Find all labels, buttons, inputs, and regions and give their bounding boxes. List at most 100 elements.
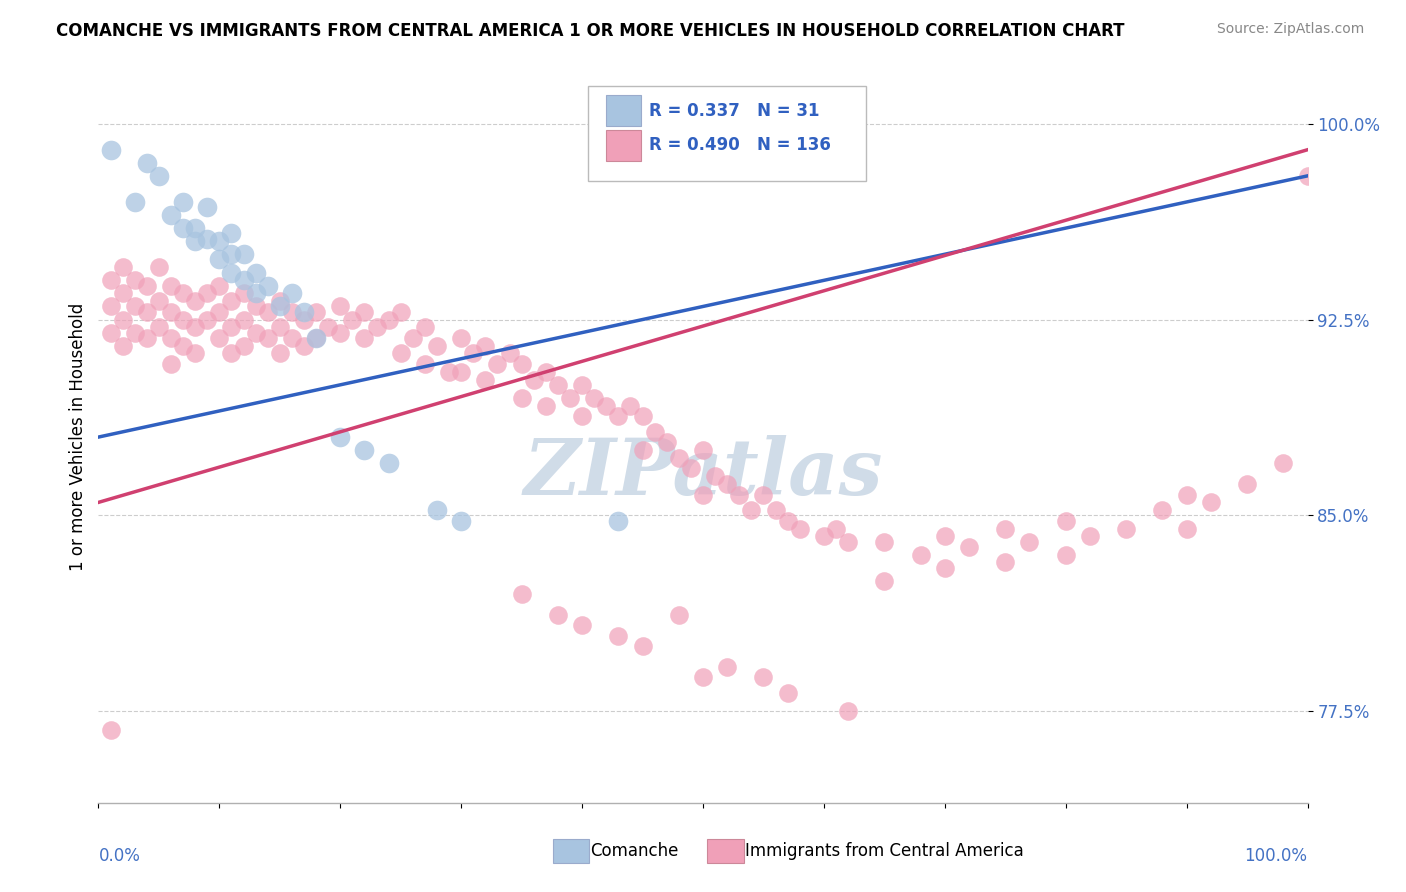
Text: Immigrants from Central America: Immigrants from Central America [745,842,1024,860]
Point [1236,477,1258,491]
Point [474,373,496,387]
Point [474,339,496,353]
Text: Source: ZipAtlas.com: Source: ZipAtlas.com [1216,22,1364,37]
Point [873,534,896,549]
Point [813,529,835,543]
Point [873,574,896,588]
Point [463,346,485,360]
Point [245,266,267,280]
Point [910,548,932,562]
Point [172,286,194,301]
Point [595,399,617,413]
Point [256,278,278,293]
Point [994,556,1017,570]
Point [994,522,1017,536]
Point [366,320,388,334]
Point [377,456,399,470]
Point [619,399,641,413]
Point [498,346,520,360]
Point [1152,503,1174,517]
Point [221,294,243,309]
Point [135,155,157,169]
Point [269,346,291,360]
Point [607,514,630,528]
Point [752,670,775,684]
Point [245,286,267,301]
Point [607,409,630,424]
Point [1018,534,1040,549]
Text: R = 0.490   N = 136: R = 0.490 N = 136 [648,136,831,154]
Point [208,252,231,267]
Point [450,365,472,379]
Point [292,304,315,318]
Point [329,326,352,340]
Point [534,399,557,413]
Point [100,300,122,314]
Point [353,304,375,318]
Text: R = 0.337   N = 31: R = 0.337 N = 31 [648,102,820,120]
Point [571,618,593,632]
Point [571,377,593,392]
Point [281,304,304,318]
Point [100,326,122,340]
Point [765,503,787,517]
Point [450,514,472,528]
Point [232,339,254,353]
Point [1296,169,1319,183]
Point [148,294,170,309]
Point [837,705,859,719]
Point [305,304,328,318]
Point [1078,529,1101,543]
Point [111,339,134,353]
Point [269,300,291,314]
Point [100,143,122,157]
Point [704,469,727,483]
Point [221,247,243,261]
Point [329,300,352,314]
Point [111,260,134,275]
Point [232,286,254,301]
Point [221,227,243,241]
Point [256,304,278,318]
Point [776,514,799,528]
Point [377,312,399,326]
Point [184,234,207,248]
Point [486,357,509,371]
Point [329,430,352,444]
Point [426,339,449,353]
Point [1175,487,1198,501]
Point [789,522,811,536]
Point [111,286,134,301]
Point [269,320,291,334]
Point [221,266,243,280]
Point [426,503,449,517]
Point [413,357,436,371]
Point [510,391,533,405]
Point [1199,495,1222,509]
Text: 100.0%: 100.0% [1244,847,1308,864]
Point [172,194,194,209]
Text: ZIPatlas: ZIPatlas [523,435,883,512]
Point [232,273,254,287]
Point [208,278,231,293]
Point [184,346,207,360]
Point [208,331,231,345]
Point [402,331,425,345]
Point [752,487,775,501]
Point [353,331,375,345]
Point [305,331,328,345]
Point [934,529,956,543]
Point [195,231,218,245]
Point [135,331,157,345]
Point [269,294,291,309]
Point [208,304,231,318]
Point [413,320,436,334]
Point [292,312,315,326]
Point [1054,514,1077,528]
Point [172,221,194,235]
Point [692,670,714,684]
Point [644,425,666,439]
Point [184,320,207,334]
Point [184,221,207,235]
Point [184,294,207,309]
